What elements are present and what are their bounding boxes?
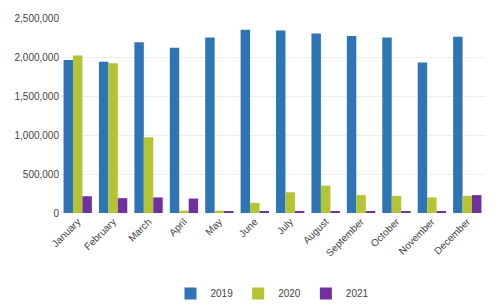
svg-text:May: May (203, 216, 224, 237)
svg-text:March: March (126, 216, 153, 243)
svg-text:November: November (396, 216, 437, 257)
svg-text:2,000,000: 2,000,000 (15, 52, 60, 63)
svg-text:February: February (82, 216, 118, 252)
svg-text:July: July (275, 216, 295, 236)
svg-text:500,000: 500,000 (23, 169, 60, 180)
svg-text:April: April (167, 216, 189, 238)
svg-text:2021: 2021 (346, 288, 369, 299)
svg-text:December: December (432, 216, 473, 257)
svg-text:0: 0 (53, 208, 59, 219)
svg-text:1,000,000: 1,000,000 (15, 130, 60, 141)
svg-text:September: September (324, 216, 367, 259)
svg-text:October: October (368, 216, 401, 249)
svg-text:2020: 2020 (278, 288, 301, 299)
svg-text:2,500,000: 2,500,000 (15, 13, 60, 24)
svg-text:January: January (50, 216, 83, 249)
svg-text:August: August (301, 216, 331, 246)
svg-text:1,500,000: 1,500,000 (15, 91, 60, 102)
svg-text:June: June (237, 216, 260, 239)
svg-text:2019: 2019 (211, 288, 234, 299)
